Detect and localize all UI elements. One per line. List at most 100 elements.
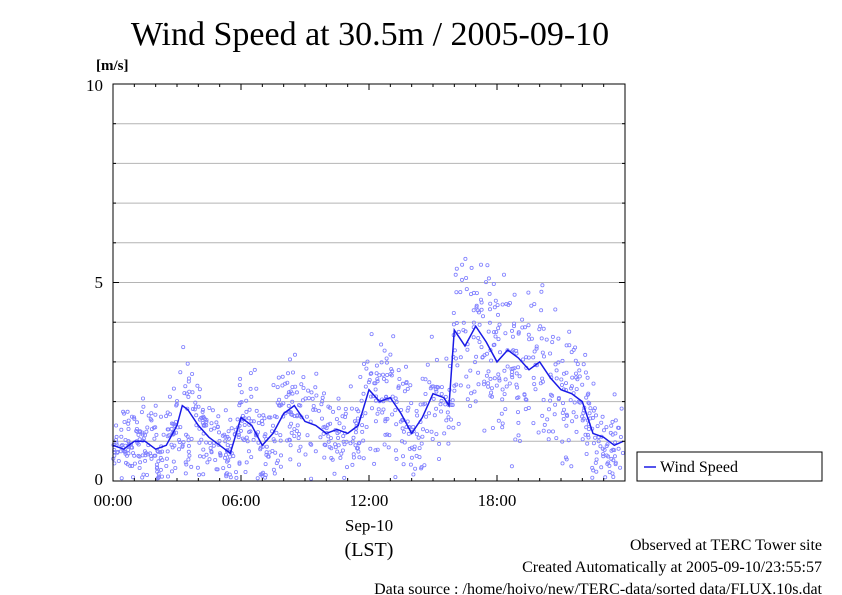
- sample-point: [158, 450, 163, 455]
- sample-point: [336, 396, 341, 401]
- sample-point: [409, 445, 414, 450]
- sample-point: [200, 407, 205, 412]
- sample-point: [204, 440, 209, 445]
- sample-point: [546, 429, 551, 434]
- sample-point: [276, 375, 281, 380]
- sample-point: [313, 385, 318, 390]
- sample-point: [581, 410, 586, 415]
- sample-point: [375, 411, 380, 416]
- sample-point: [197, 394, 202, 399]
- sample-point: [154, 466, 159, 471]
- sample-point: [358, 374, 363, 379]
- sample-point: [186, 379, 191, 384]
- x-date-label: Sep-10: [345, 516, 393, 535]
- sample-point: [451, 322, 456, 327]
- sample-point: [401, 462, 406, 467]
- sample-point: [172, 443, 177, 448]
- sample-point: [183, 460, 188, 465]
- sample-point: [185, 361, 190, 366]
- sample-point: [500, 387, 505, 392]
- sample-point: [226, 436, 231, 441]
- sample-point: [422, 401, 427, 406]
- sample-point: [526, 290, 531, 295]
- sample-point: [453, 272, 458, 277]
- sample-point: [394, 456, 399, 461]
- sample-point: [153, 412, 158, 417]
- sample-point: [189, 464, 194, 469]
- sample-point: [464, 275, 469, 280]
- sample-point: [464, 287, 469, 292]
- sample-point: [569, 464, 574, 469]
- sample-point: [554, 436, 559, 441]
- sample-point: [142, 449, 147, 454]
- sample-point: [321, 391, 326, 396]
- sample-point: [384, 360, 389, 365]
- sample-point: [393, 448, 398, 453]
- sample-point: [293, 384, 298, 389]
- sample-point: [512, 321, 517, 326]
- sample-point: [429, 384, 434, 389]
- sample-point: [171, 386, 176, 391]
- sample-point: [497, 378, 502, 383]
- sample-point: [512, 324, 517, 329]
- sample-point: [278, 433, 283, 438]
- sample-point: [590, 415, 595, 420]
- sample-point: [500, 397, 505, 402]
- sample-point: [263, 462, 268, 467]
- sample-point: [173, 465, 178, 470]
- sample-point: [526, 355, 531, 360]
- x-tick-label-00: 00:00: [94, 491, 133, 510]
- sample-point: [114, 434, 119, 439]
- sample-point: [583, 352, 588, 357]
- footer-line-1: Observed at TERC Tower site: [630, 537, 822, 554]
- sample-point: [620, 450, 625, 455]
- sample-point: [181, 345, 186, 350]
- sample-point: [340, 448, 345, 453]
- sample-point: [256, 420, 261, 425]
- sample-point: [587, 401, 592, 406]
- sample-point: [394, 422, 399, 427]
- sample-point: [382, 348, 387, 353]
- sample-point: [532, 349, 537, 354]
- sample-point: [278, 464, 283, 469]
- sample-point: [195, 383, 200, 388]
- sample-point: [294, 414, 299, 419]
- sample-point: [516, 433, 521, 438]
- sample-point: [504, 384, 509, 389]
- sample-point: [391, 334, 396, 339]
- sample-point: [298, 403, 303, 408]
- sample-point: [373, 419, 378, 424]
- sample-point: [355, 446, 360, 451]
- sample-point: [472, 389, 477, 394]
- sample-point: [263, 475, 268, 480]
- sample-point: [288, 410, 293, 415]
- sample-point: [177, 437, 182, 442]
- sample-point: [334, 417, 339, 422]
- sample-point: [197, 472, 202, 477]
- sample-point: [556, 360, 561, 365]
- sample-point: [351, 455, 356, 460]
- sample-point: [272, 471, 277, 476]
- sample-point: [507, 381, 512, 386]
- sample-point: [496, 372, 501, 377]
- sample-point: [280, 383, 285, 388]
- sample-point: [234, 475, 239, 480]
- sample-point: [537, 327, 542, 332]
- sample-point: [483, 280, 488, 285]
- sample-point: [463, 256, 468, 261]
- sample-point: [139, 410, 144, 415]
- sample-point: [387, 433, 392, 438]
- sample-point: [393, 408, 398, 413]
- sample-point: [601, 452, 606, 457]
- footer-line-2: Created Automatically at 2005-09-10/23:5…: [522, 559, 822, 576]
- sample-point: [386, 445, 391, 450]
- sample-point: [296, 436, 301, 441]
- sample-point: [581, 362, 586, 367]
- sample-point: [494, 329, 499, 334]
- sample-point: [310, 396, 315, 401]
- sample-point: [495, 303, 500, 308]
- sample-point: [496, 337, 501, 342]
- sample-point: [136, 453, 141, 458]
- sample-point: [380, 372, 385, 377]
- sample-point: [240, 413, 245, 418]
